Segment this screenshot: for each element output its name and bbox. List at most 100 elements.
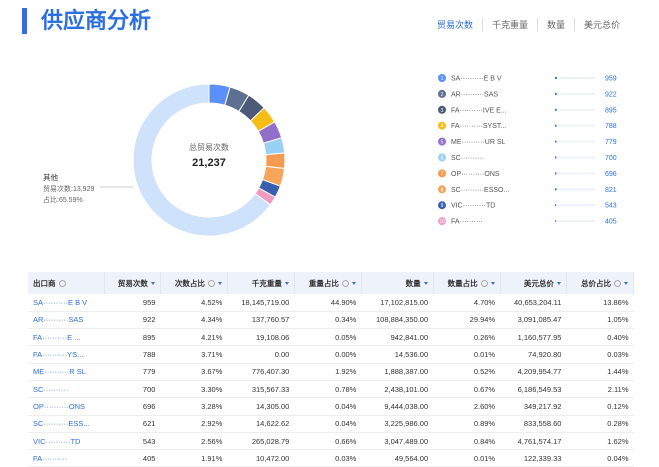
legend-track xyxy=(555,220,595,223)
table-cell: 922 xyxy=(104,311,161,330)
legend-value: 821 xyxy=(605,187,617,194)
table-cell: 4.21% xyxy=(160,328,228,347)
sort-icon[interactable] xyxy=(150,282,155,286)
tab[interactable]: 数量 xyxy=(536,18,574,31)
table-cell: 137,760.57 xyxy=(227,311,295,330)
other-count: 贸易次数:13,929 xyxy=(43,184,94,193)
column-header[interactable]: 千克重量 xyxy=(227,272,295,294)
legend-rank: 8 xyxy=(441,187,444,193)
legend-track xyxy=(555,124,595,127)
column-header[interactable]: 数量占比 xyxy=(433,272,501,294)
sort-icon[interactable] xyxy=(217,282,222,286)
legend-name: FA··········IVE E... xyxy=(451,107,507,114)
table-row: OP··········ONS 696 3.28% 14,305.00 0.04% 9,4… xyxy=(28,397,634,416)
table-cell: 3.28% xyxy=(160,397,228,416)
table-cell: 833,558.60 xyxy=(500,415,567,433)
supplier-name[interactable]: VIC··········TD xyxy=(28,432,105,451)
table-row: FA·········· 405 1.91% 10,472.00 0.03% 49,564… xyxy=(28,449,634,467)
table-cell: 40,653,204.11 xyxy=(500,294,567,312)
table-cell: 6,186,549.53 xyxy=(500,380,567,399)
column-title: 出口商 xyxy=(33,278,56,288)
table-cell: 4.70% xyxy=(433,294,501,312)
sort-icon[interactable] xyxy=(490,282,495,286)
legend-dot xyxy=(438,137,446,146)
table-cell: 0.26% xyxy=(433,328,501,347)
table-cell: 29.94% xyxy=(433,311,501,330)
column-header[interactable]: 贸易次数 xyxy=(104,272,161,294)
info-icon xyxy=(207,280,215,288)
table-cell: 4,761,574.17 xyxy=(500,432,567,451)
supplier-name[interactable]: FA··········E ... xyxy=(28,328,105,347)
table-cell: 0.00 xyxy=(227,345,295,364)
table-cell: 4.52% xyxy=(160,294,228,312)
legend-track xyxy=(555,108,595,111)
legend-track xyxy=(555,92,595,95)
table-cell: 315,567.33 xyxy=(227,380,295,399)
table-cell: 696 xyxy=(104,397,161,416)
legend-name: SC··········ESSO... xyxy=(451,187,509,194)
table-cell: 265,028.79 xyxy=(227,432,295,451)
supplier-name[interactable]: ME··········R SL xyxy=(28,363,105,381)
tab[interactable]: 美元总价 xyxy=(573,18,629,31)
legend-value: 788 xyxy=(605,123,617,130)
sort-icon[interactable] xyxy=(351,282,356,286)
table-cell: 779 xyxy=(104,363,161,381)
supplier-name[interactable]: AR··········SAS xyxy=(28,311,105,330)
table-cell: 1,888,387.00 xyxy=(361,363,434,381)
legend-track xyxy=(555,172,595,175)
sort-icon[interactable] xyxy=(624,282,628,286)
supplier-name[interactable]: OP··········ONS xyxy=(28,397,105,416)
legend-name: FA·········· xyxy=(451,219,483,226)
supplier-name[interactable]: FA·········· xyxy=(28,449,105,467)
donut-center-value: 21,237 xyxy=(192,157,226,169)
table-cell: 4,209,954.77 xyxy=(500,363,567,381)
info-icon xyxy=(480,280,488,288)
table-cell: 122,339.33 xyxy=(500,449,567,467)
column-title: 贸易次数 xyxy=(117,278,148,288)
legend-name: OP··········ONS xyxy=(451,171,500,178)
table-row: ME··········R SL 779 3.67% 776,407.30 1.92% 1… xyxy=(28,363,634,381)
legend-rank: 4 xyxy=(441,124,444,130)
table-cell: 621 xyxy=(104,415,161,433)
legend-name: SA··········E B V xyxy=(451,76,502,83)
column-header[interactable]: 数量 xyxy=(361,272,434,294)
tab[interactable]: 千克重量 xyxy=(481,18,537,31)
sort-icon[interactable] xyxy=(556,282,561,286)
column-header[interactable]: 重量占比 xyxy=(294,272,362,294)
table-cell: 3.71% xyxy=(160,345,228,364)
supplier-name[interactable]: FA··········YS... xyxy=(28,345,105,364)
table-cell: 0.78% xyxy=(294,380,362,399)
supplier-name[interactable]: SC·········· xyxy=(28,380,105,399)
supplier-name[interactable]: SC··········ESS... xyxy=(28,415,105,433)
legend-value: 696 xyxy=(605,171,617,178)
table-cell: 10,472.00 xyxy=(227,449,295,467)
legend-bar xyxy=(555,108,557,111)
tab[interactable]: 贸易次数 xyxy=(436,20,473,30)
table-cell: 0.03% xyxy=(566,345,634,364)
table-cell: 0.04% xyxy=(566,449,634,467)
column-header[interactable]: 美元总价 xyxy=(500,272,567,294)
sort-icon[interactable] xyxy=(284,282,289,286)
table-row: VIC··········TD 543 2.56% 265,028.79 0.66% 3,… xyxy=(28,432,634,451)
table-cell: 74,920.80 xyxy=(500,345,567,364)
table-cell: 0.67% xyxy=(433,380,501,399)
column-header[interactable]: 次数占比 xyxy=(160,272,228,294)
supplier-name[interactable]: SA··········E B V xyxy=(28,294,105,312)
legend-value: 895 xyxy=(605,107,617,114)
table-cell: 959 xyxy=(104,294,161,312)
column-header[interactable]: 总价占比 xyxy=(566,272,635,294)
table-cell: 3,047,489.00 xyxy=(361,432,434,451)
table-cell: 19,108.06 xyxy=(227,328,295,347)
table-cell: 0.01% xyxy=(433,345,501,364)
column-title: 数量占比 xyxy=(447,278,478,288)
table-cell: 0.66% xyxy=(294,432,362,451)
table-cell: 0.34% xyxy=(294,311,362,330)
tab-bar: 贸易次数 千克重量 数量 美元总价 xyxy=(428,18,629,31)
table-cell: 13.86% xyxy=(566,294,634,312)
legend-rank: 6 xyxy=(441,156,444,162)
table-cell: 0.52% xyxy=(433,363,501,381)
legend-name: VIC··········TD xyxy=(451,203,495,210)
legend-track xyxy=(555,188,595,191)
table-cell: 18,145,719.00 xyxy=(227,294,295,312)
sort-icon[interactable] xyxy=(423,282,428,286)
